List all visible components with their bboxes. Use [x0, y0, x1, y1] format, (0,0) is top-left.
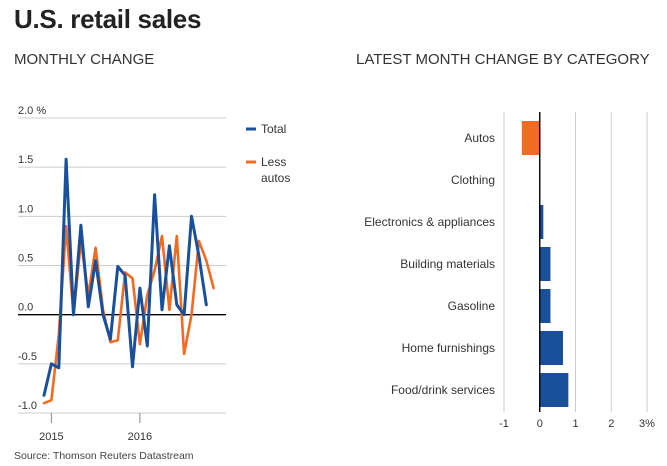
x-tick-label: 2 — [608, 418, 614, 430]
bar — [521, 121, 540, 155]
category-label: Gasoline — [448, 299, 496, 313]
category-label: Home furnishings — [402, 341, 495, 355]
y-tick-label: -1.0 — [18, 400, 37, 412]
x-tick-label: 1 — [572, 418, 578, 430]
legend-label: autos — [261, 171, 290, 185]
bar — [539, 247, 551, 281]
x-tick-label: 3% — [639, 418, 655, 430]
page-title: U.S. retail sales — [14, 4, 202, 34]
category-label: Building materials — [400, 257, 495, 271]
bar-chart-title: LATEST MONTH CHANGE BY CATEGORY — [356, 51, 650, 68]
bar — [539, 373, 569, 407]
category-label: Electronics & appliances — [364, 215, 495, 229]
legend-label: Less — [261, 155, 286, 169]
x-tick-label: 0 — [537, 418, 543, 430]
category-label: Clothing — [451, 173, 495, 187]
y-tick-label: 0.5 — [18, 253, 33, 265]
legend-label: Total — [261, 122, 286, 136]
category-label: Food/drink services — [391, 383, 495, 397]
bar — [539, 205, 544, 239]
category-label: Autos — [464, 131, 495, 145]
x-tick-label: 2016 — [128, 431, 152, 443]
series-line-total — [42, 157, 208, 397]
x-tick-label: -1 — [499, 418, 509, 430]
source-note: Source: Thomson Reuters Datastream — [14, 450, 194, 462]
line-chart-title: MONTHLY CHANGE — [14, 51, 155, 68]
y-tick-label: 1.5 — [18, 154, 33, 166]
x-tick-label: 2015 — [39, 431, 63, 443]
y-tick-label: 2.0 % — [18, 105, 46, 117]
bar — [539, 331, 563, 365]
bar — [539, 289, 551, 323]
y-tick-label: -0.5 — [18, 351, 37, 363]
y-tick-label: 0.0 — [18, 302, 33, 314]
y-tick-label: 1.0 — [18, 203, 33, 215]
